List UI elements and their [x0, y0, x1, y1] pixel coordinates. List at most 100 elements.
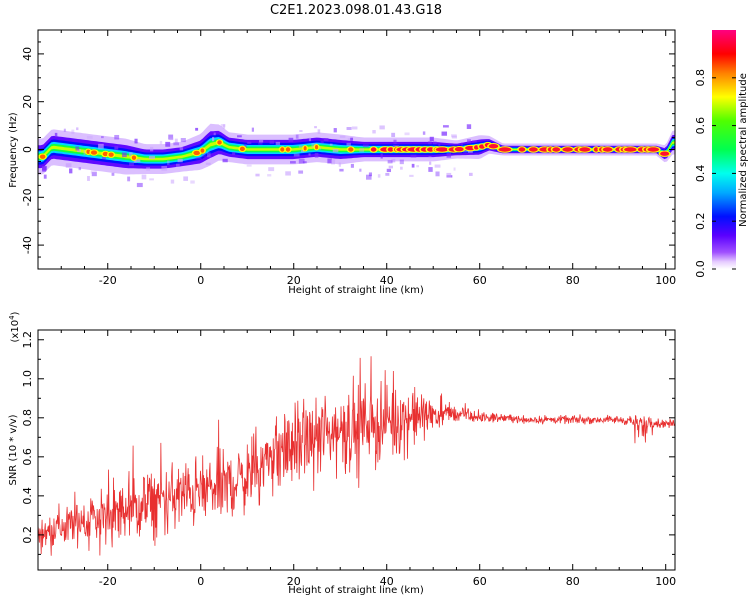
spectrogram-speckle — [196, 157, 202, 160]
spectrogram-speckle — [141, 174, 147, 180]
spectrogram-xtick-label: 80 — [566, 274, 580, 287]
spectrogram-speckle — [350, 137, 354, 141]
colorbar-tick-label: 0.6 — [694, 117, 707, 135]
spectrogram-speckle — [167, 160, 170, 165]
snr-xtick-label: 80 — [566, 575, 580, 588]
spectrogram-speckle — [453, 167, 456, 171]
spectrogram-peak — [435, 147, 449, 152]
spectrogram-speckle — [323, 138, 329, 142]
spectrogram-speckle — [149, 178, 154, 181]
snr-series-line — [38, 356, 675, 556]
spectrogram-speckle — [165, 141, 171, 147]
spectrogram-speckle — [347, 138, 351, 141]
spectrogram-speckle — [201, 152, 206, 158]
snr-xtick-label: 0 — [197, 575, 204, 588]
spectrogram-speckle — [190, 180, 195, 184]
spectrogram-ytick-label: 40 — [21, 47, 34, 61]
spectrogram-speckle — [339, 135, 346, 138]
spectrogram-speckle — [149, 155, 155, 160]
spectrogram-speckle — [290, 161, 296, 164]
spectrogram-speckle — [317, 129, 321, 134]
spectrogram-peak — [280, 147, 285, 152]
spectrogram-speckle — [379, 125, 385, 130]
spectrogram-peak — [518, 147, 526, 152]
spectrogram-peak — [303, 146, 307, 151]
spectrogram-speckle — [146, 167, 151, 171]
snr-xtick-label: -20 — [99, 575, 117, 588]
spectrogram-ticks: -20 0 20 40 60 80 100 -40 -20 0 20 40 — [21, 29, 676, 287]
spectrogram-speckle — [222, 158, 228, 163]
spectrogram-speckle — [404, 132, 410, 136]
spectrogram-speckle — [359, 148, 365, 153]
spectrogram-peak — [108, 152, 114, 157]
spectrogram-speckle — [308, 137, 311, 142]
spectrogram-speckle — [176, 163, 180, 167]
spectrogram-speckle — [446, 152, 452, 158]
spectrogram-speckle — [308, 153, 311, 156]
spectrogram-speckle — [331, 159, 336, 165]
spectrogram-speckle — [102, 157, 106, 160]
spectrogram-speckle — [111, 172, 115, 176]
spectrogram-speckle — [346, 142, 351, 146]
spectrogram-speckle — [441, 131, 448, 136]
spectrogram-peak — [285, 147, 291, 152]
spectrogram-peak — [239, 146, 245, 152]
spectrogram-peak — [102, 151, 109, 157]
spectrogram-speckle — [86, 135, 93, 139]
spectrogram-speckle — [368, 172, 372, 177]
spectrogram-speckle — [91, 172, 97, 177]
spectrogram-peak — [370, 147, 377, 152]
spectrogram-speckle — [168, 134, 174, 140]
spectrogram-speckle — [429, 161, 432, 165]
snr-xtick-label: 40 — [380, 575, 394, 588]
spectrogram-ytick-label: 20 — [21, 95, 34, 109]
snr-ytick-label: 0.2 — [21, 526, 34, 544]
spectrogram-speckle — [246, 164, 252, 167]
spectrogram-speckle — [467, 150, 473, 153]
spectrogram-speckle — [446, 172, 452, 178]
spectrogram-peak — [86, 149, 91, 154]
spectrogram-speckle — [98, 143, 104, 149]
spectrogram-speckle — [468, 172, 473, 176]
snr-panel: -20 0 20 40 60 80 100 0.2 0.4 0.6 0.8 1.0 1.2 Height… — [8, 311, 676, 596]
spectrogram-speckle — [359, 168, 362, 172]
spectrogram-xtick-label: 100 — [655, 274, 676, 287]
spectrogram-speckle — [114, 146, 119, 150]
spectrogram-speckle — [170, 179, 175, 184]
spectrogram-ytick-label: 0 — [21, 146, 34, 153]
spectrogram-speckle — [78, 167, 82, 171]
spectrogram-speckle — [177, 158, 183, 163]
spectrogram-speckle — [438, 143, 441, 148]
spectrogram-speckle — [434, 164, 441, 168]
spectrogram-speckle — [54, 132, 58, 138]
spectrogram-peak — [90, 150, 98, 155]
spectrogram-speckle — [428, 167, 433, 172]
snr-xtick-label: 20 — [287, 575, 301, 588]
spectrogram-peak — [528, 147, 538, 152]
spectrogram-speckle — [133, 158, 137, 163]
figure-title: C2E1.2023.098.01.43.G18 — [270, 3, 442, 18]
spectrogram-peak — [660, 151, 670, 156]
spectrogram-speckle — [295, 134, 299, 139]
spectrogram-speckle — [393, 139, 397, 145]
spectrogram-speckle — [87, 176, 90, 181]
snr-ytick-label: 1.0 — [21, 370, 34, 388]
spectrogram-speckle — [460, 142, 464, 147]
spectrogram-speckle — [386, 168, 392, 173]
colorbar-tick-label: 0.4 — [694, 165, 707, 183]
spectrogram-speckle — [255, 173, 260, 177]
spectrogram-speckle — [339, 168, 344, 172]
spectrogram-speckle — [314, 126, 317, 129]
spectrogram-speckle — [416, 165, 420, 168]
spectrogram-speckle — [237, 135, 242, 138]
spectrogram-speckle — [435, 171, 440, 177]
spectrogram-speckle — [129, 152, 133, 157]
snr-ytick-label: 1.2 — [21, 331, 34, 349]
spectrogram-speckle — [391, 158, 396, 163]
spectrogram-speckle — [472, 140, 477, 143]
spectrogram-speckle — [288, 137, 294, 142]
spectrogram-speckle — [258, 142, 263, 145]
spectrogram-speckle — [75, 146, 80, 151]
snr-scale-close: ) — [10, 311, 21, 315]
